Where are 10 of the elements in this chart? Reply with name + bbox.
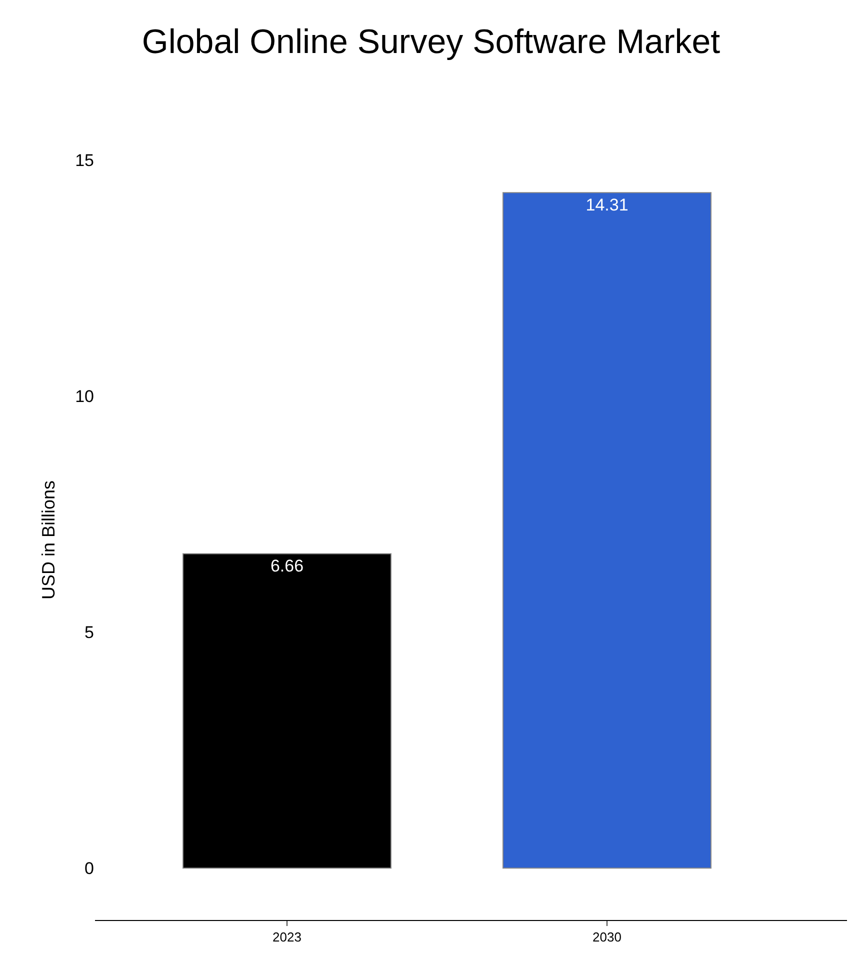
y-tick-label: 15 (75, 150, 94, 170)
y-tick-label: 0 (84, 859, 94, 878)
data-label: 14.31 (586, 196, 628, 215)
y-tick-label: 10 (75, 386, 94, 406)
y-axis-title: USD in Billions (38, 480, 58, 600)
x-tick-label: 2030 (592, 930, 622, 945)
x-tick-label: 2023 (272, 930, 302, 945)
data-label: 6.66 (270, 556, 304, 576)
y-tick-label: 5 (84, 623, 94, 642)
chart-title: Global Online Survey Software Market (142, 22, 721, 61)
